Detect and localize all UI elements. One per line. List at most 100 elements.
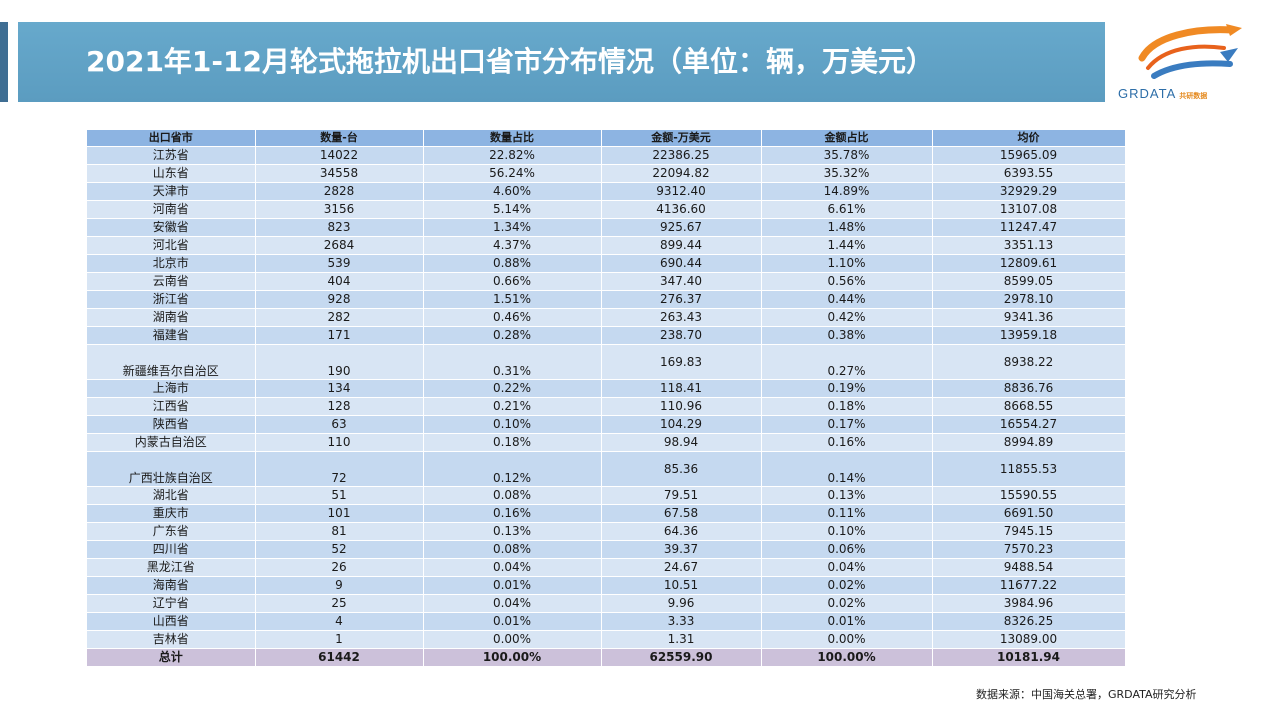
table-row: 海南省 9 0.01% 10.51 0.02% 11677.22 — [87, 576, 1126, 595]
cell-quantity: 51 — [255, 486, 424, 505]
page-title: 2021年1-12月轮式拖拉机出口省市分布情况（单位：辆，万美元） — [86, 45, 935, 78]
table-row: 云南省 404 0.66% 347.40 0.56% 8599.05 — [87, 272, 1126, 291]
table-row: 重庆市 101 0.16% 67.58 0.11% 6691.50 — [87, 504, 1126, 523]
cell-quantity-share: 0.13% — [423, 522, 602, 541]
cell-amount: 64.36 — [601, 522, 762, 541]
cell-amount-share: 0.42% — [761, 308, 933, 327]
cell-quantity: 3156 — [255, 200, 424, 219]
table-row: 内蒙古自治区 110 0.18% 98.94 0.16% 8994.89 — [87, 433, 1126, 452]
header-quantity-share: 数量占比 — [423, 130, 602, 147]
total-label: 总计 — [87, 648, 256, 667]
cell-amount: 9.96 — [601, 594, 762, 613]
cell-province: 云南省 — [87, 272, 256, 291]
header-province: 出口省市 — [87, 130, 256, 147]
table-header-row: 出口省市 数量-台 数量占比 金额-万美元 金额占比 均价 — [87, 130, 1126, 147]
cell-avg-price: 8326.25 — [932, 612, 1126, 631]
cell-quantity-share: 0.16% — [423, 504, 602, 523]
cell-amount: 39.37 — [601, 540, 762, 559]
cell-avg-price: 13959.18 — [932, 326, 1126, 345]
cell-avg-price: 2978.10 — [932, 290, 1126, 309]
cell-avg-price: 16554.27 — [932, 415, 1126, 434]
cell-avg-price: 8994.89 — [932, 433, 1126, 452]
cell-avg-price: 11247.47 — [932, 218, 1126, 237]
cell-avg-price: 8836.76 — [932, 379, 1126, 398]
cell-amount-share: 14.89% — [761, 182, 933, 201]
cell-amount: 347.40 — [601, 272, 762, 291]
cell-quantity-share: 5.14% — [423, 200, 602, 219]
cell-province: 安徽省 — [87, 218, 256, 237]
total-amount-share: 100.00% — [761, 648, 933, 667]
cell-quantity: 539 — [255, 254, 424, 273]
cell-quantity: 81 — [255, 522, 424, 541]
cell-amount-share: 0.44% — [761, 290, 933, 309]
cell-amount-share: 0.10% — [761, 522, 933, 541]
cell-quantity: 26 — [255, 558, 424, 577]
cell-quantity: 110 — [255, 433, 424, 452]
header-amount: 金额-万美元 — [601, 130, 762, 147]
table-row: 安徽省 823 1.34% 925.67 1.48% 11247.47 — [87, 218, 1126, 237]
header-avg-price: 均价 — [932, 130, 1126, 147]
cell-quantity-share: 0.12% — [423, 451, 602, 487]
export-distribution-table: 出口省市 数量-台 数量占比 金额-万美元 金额占比 均价 江苏省 14022 22… — [87, 130, 1126, 667]
table-row: 河南省 3156 5.14% 4136.60 6.61% 13107.08 — [87, 200, 1126, 219]
cell-quantity-share: 0.22% — [423, 379, 602, 398]
cell-avg-price: 3984.96 — [932, 594, 1126, 613]
cell-province: 湖北省 — [87, 486, 256, 505]
cell-quantity: 2828 — [255, 182, 424, 201]
cell-avg-price: 7570.23 — [932, 540, 1126, 559]
table-row: 湖北省 51 0.08% 79.51 0.13% 15590.55 — [87, 486, 1126, 505]
cell-province: 山东省 — [87, 164, 256, 183]
cell-amount-share: 0.38% — [761, 326, 933, 345]
cell-amount-share: 35.32% — [761, 164, 933, 183]
cell-quantity: 2684 — [255, 236, 424, 255]
cell-quantity-share: 0.04% — [423, 558, 602, 577]
cell-quantity-share: 0.88% — [423, 254, 602, 273]
cell-amount: 85.36 — [601, 451, 762, 487]
table-row: 广东省 81 0.13% 64.36 0.10% 7945.15 — [87, 522, 1126, 541]
cell-avg-price: 32929.29 — [932, 182, 1126, 201]
cell-avg-price: 8599.05 — [932, 272, 1126, 291]
cell-province: 陕西省 — [87, 415, 256, 434]
cell-avg-price: 8938.22 — [932, 344, 1126, 380]
cell-avg-price: 11855.53 — [932, 451, 1126, 487]
cell-province: 新疆维吾尔自治区 — [87, 344, 256, 380]
cell-amount-share: 0.11% — [761, 504, 933, 523]
cell-quantity: 404 — [255, 272, 424, 291]
cell-avg-price: 6691.50 — [932, 504, 1126, 523]
cell-quantity-share: 0.08% — [423, 540, 602, 559]
cell-amount: 10.51 — [601, 576, 762, 595]
cell-province: 广西壮族自治区 — [87, 451, 256, 487]
cell-province: 上海市 — [87, 379, 256, 398]
cell-province: 河南省 — [87, 200, 256, 219]
cell-amount: 899.44 — [601, 236, 762, 255]
table-row: 新疆维吾尔自治区 190 0.31% 169.83 0.27% 8938.22 — [87, 344, 1126, 380]
header-quantity: 数量-台 — [255, 130, 424, 147]
cell-amount: 67.58 — [601, 504, 762, 523]
cell-amount-share: 0.00% — [761, 630, 933, 649]
table-row: 福建省 171 0.28% 238.70 0.38% 13959.18 — [87, 326, 1126, 345]
cell-amount: 104.29 — [601, 415, 762, 434]
table-row: 广西壮族自治区 72 0.12% 85.36 0.14% 11855.53 — [87, 451, 1126, 487]
logo-text: GRDATA 共研数据 — [1118, 86, 1258, 101]
cell-quantity-share: 0.04% — [423, 594, 602, 613]
cell-amount: 925.67 — [601, 218, 762, 237]
cell-amount: 79.51 — [601, 486, 762, 505]
cell-avg-price: 12809.61 — [932, 254, 1126, 273]
cell-quantity-share: 0.01% — [423, 612, 602, 631]
cell-amount-share: 0.27% — [761, 344, 933, 380]
cell-quantity: 14022 — [255, 146, 424, 165]
cell-quantity: 9 — [255, 576, 424, 595]
cell-quantity: 72 — [255, 451, 424, 487]
cell-avg-price: 13089.00 — [932, 630, 1126, 649]
cell-amount-share: 0.19% — [761, 379, 933, 398]
cell-amount: 276.37 — [601, 290, 762, 309]
table-row: 山东省 34558 56.24% 22094.82 35.32% 6393.55 — [87, 164, 1126, 183]
cell-avg-price: 11677.22 — [932, 576, 1126, 595]
cell-quantity: 101 — [255, 504, 424, 523]
cell-avg-price: 15590.55 — [932, 486, 1126, 505]
table-row: 江西省 128 0.21% 110.96 0.18% 8668.55 — [87, 397, 1126, 416]
cell-quantity-share: 0.18% — [423, 433, 602, 452]
cell-province: 天津市 — [87, 182, 256, 201]
cell-province: 浙江省 — [87, 290, 256, 309]
data-source-note: 数据来源：中国海关总署，GRDATA研究分析 — [976, 688, 1197, 701]
